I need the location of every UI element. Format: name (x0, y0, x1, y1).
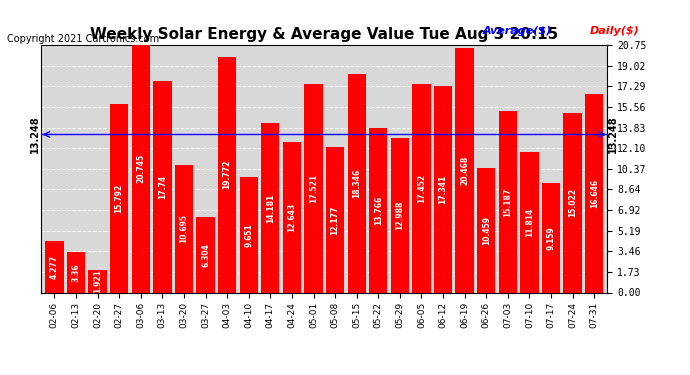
Bar (197, 217, 215, 292)
Text: 11.814: 11.814 (525, 207, 534, 237)
Bar (88, 270, 107, 292)
Bar (477, 168, 495, 292)
Bar (45, 242, 63, 292)
Bar (564, 113, 582, 292)
Bar (175, 165, 193, 292)
Text: Copyright 2021 Cartronics.com: Copyright 2021 Cartronics.com (7, 34, 159, 44)
Bar (326, 147, 344, 292)
Text: Daily($): Daily($) (590, 26, 640, 36)
Text: 4.277: 4.277 (50, 255, 59, 279)
Title: Weekly Solar Energy & Average Value Tue Aug 3 20:15: Weekly Solar Energy & Average Value Tue … (90, 27, 558, 42)
Bar (67, 252, 85, 292)
Text: Average($): Average($) (483, 26, 552, 36)
Bar (391, 138, 409, 292)
Bar (520, 152, 539, 292)
Bar (455, 48, 474, 292)
Text: 10.459: 10.459 (482, 216, 491, 244)
Text: 17.521: 17.521 (309, 174, 318, 202)
Text: 13.248: 13.248 (30, 116, 40, 153)
Bar (585, 94, 604, 292)
Text: 17.452: 17.452 (417, 174, 426, 203)
Text: 20.745: 20.745 (136, 154, 145, 183)
Text: 12.988: 12.988 (395, 200, 404, 230)
Text: 18.346: 18.346 (352, 168, 361, 198)
Bar (239, 177, 258, 292)
Text: 12.177: 12.177 (331, 205, 339, 235)
Text: 12.643: 12.643 (288, 202, 297, 232)
Text: 15.792: 15.792 (115, 184, 124, 213)
Bar (283, 142, 301, 292)
Bar (110, 104, 128, 292)
Bar (153, 81, 172, 292)
Text: 17.74: 17.74 (158, 175, 167, 199)
Bar (499, 111, 517, 292)
Text: 13.248: 13.248 (609, 116, 618, 153)
Text: 6.304: 6.304 (201, 243, 210, 267)
Text: 20.468: 20.468 (460, 156, 469, 185)
Text: 15.022: 15.022 (568, 188, 577, 218)
Text: 19.772: 19.772 (223, 160, 232, 189)
Bar (542, 183, 560, 292)
Text: 9.159: 9.159 (546, 226, 555, 250)
Text: 14.181: 14.181 (266, 193, 275, 222)
Bar (434, 86, 452, 292)
Text: 15.187: 15.187 (504, 187, 513, 216)
Text: 9.651: 9.651 (244, 223, 253, 247)
Text: 1.921: 1.921 (93, 269, 102, 293)
Text: 3.36: 3.36 (72, 263, 81, 282)
Text: 17.341: 17.341 (439, 174, 448, 204)
Text: 16.646: 16.646 (590, 178, 599, 208)
Bar (261, 123, 279, 292)
Bar (132, 45, 150, 292)
Text: 13.766: 13.766 (374, 196, 383, 225)
Bar (348, 74, 366, 292)
Bar (218, 57, 236, 292)
Bar (369, 128, 388, 292)
Bar (304, 84, 323, 292)
Bar (413, 84, 431, 292)
Text: 10.695: 10.695 (179, 214, 188, 243)
